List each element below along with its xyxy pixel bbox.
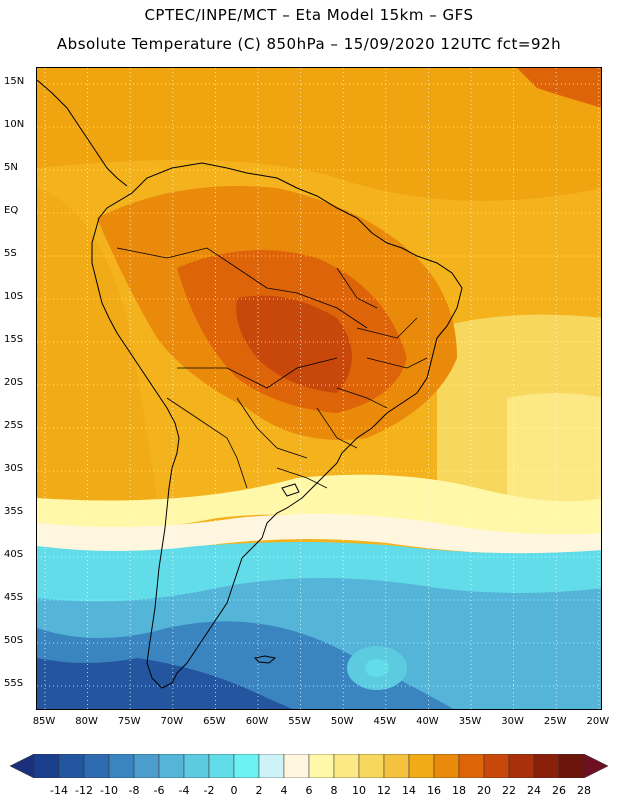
longitude-tick-label: 75W — [117, 716, 141, 727]
colorbar-tick-label: 8 — [330, 784, 338, 797]
colorbar-swatch — [233, 754, 260, 778]
latitude-tick-label: 10N — [4, 119, 25, 130]
colorbar-swatch — [33, 754, 60, 778]
colorbar-swatch — [408, 754, 435, 778]
colorbar-tick-label: 18 — [452, 784, 466, 797]
longitude-tick-label: 80W — [75, 716, 98, 727]
longitude-tick-label: 30W — [501, 716, 524, 727]
continent-hottest-zone — [236, 295, 352, 393]
colorbar-high-arrow — [583, 754, 608, 778]
longitude-tick-label: 70W — [160, 716, 184, 727]
colorbar-tick-label: 24 — [527, 784, 541, 797]
colorbar-tick-label: 4 — [280, 784, 288, 797]
lake-outline — [281, 483, 300, 497]
central-america-outline — [37, 79, 128, 187]
colorbar-swatch — [558, 754, 585, 778]
colorbar-swatch — [483, 754, 510, 778]
colorbar-swatch — [358, 754, 385, 778]
chart-title-line-1: CPTEC/INPE/MCT – Eta Model 15km – GFS — [144, 6, 474, 24]
colorbar-swatch — [283, 754, 310, 778]
latitude-tick-label: 40S — [4, 549, 24, 560]
latitude-tick-label: 30S — [4, 463, 24, 474]
country-borders — [116, 247, 368, 489]
colorbar-tick-label: 12 — [377, 784, 391, 797]
latitude-tick-label: 15S — [4, 334, 24, 345]
longitude-tick-label: 50W — [330, 716, 354, 727]
colorbar-swatch — [133, 754, 160, 778]
colorbar-swatch — [508, 754, 535, 778]
northeast-hot-patch — [517, 68, 601, 108]
colorbar-tick-label: -4 — [178, 784, 190, 797]
latitude-tick-label: 45S — [4, 592, 24, 603]
colorbar-tick-label: 14 — [402, 784, 416, 797]
longitude-tick-label: 40W — [416, 716, 439, 727]
coldest-core-zone — [37, 658, 293, 709]
colorbar-swatch — [383, 754, 410, 778]
latitude-tick-label: EQ — [4, 205, 19, 216]
colorbar-tick-label: -12 — [75, 784, 93, 797]
longitude-tick-label: 20W — [586, 716, 610, 727]
colorbar-swatch — [308, 754, 335, 778]
colorbar-tick-label: 6 — [305, 784, 313, 797]
longitude-tick-label: 35W — [458, 716, 482, 727]
colorbar-swatch — [258, 754, 285, 778]
temperature-map — [37, 68, 601, 709]
falkland-islands — [253, 655, 277, 664]
colorbar-swatch — [458, 754, 485, 778]
color-scale-bar — [10, 754, 608, 778]
latitude-tick-label: 35S — [4, 506, 24, 517]
transition-band — [37, 474, 601, 542]
latitude-tick-label: 55S — [4, 678, 24, 689]
colorbar-tick-label: 16 — [427, 784, 441, 797]
colorbar-tick-label: -14 — [50, 784, 68, 797]
pacific-warm-zone — [37, 188, 157, 508]
colorbar-swatch — [108, 754, 135, 778]
colorbar-tick-label: -6 — [153, 784, 165, 797]
colorbar-swatch — [183, 754, 210, 778]
colorbar-swatch — [208, 754, 235, 778]
colorbar-swatch — [83, 754, 110, 778]
latitude-tick-label: 5S — [4, 248, 17, 259]
colorbar-tick-label: 2 — [255, 784, 263, 797]
colorbar-tick-label: 22 — [502, 784, 516, 797]
colorbar-tick-label: -2 — [203, 784, 215, 797]
latitude-tick-label: 20S — [4, 377, 24, 388]
colorbar-low-arrow — [10, 754, 35, 778]
latitude-tick-label: 50S — [4, 635, 24, 646]
latitude-tick-label: 25S — [4, 420, 24, 431]
colorbar-swatch — [333, 754, 360, 778]
latitude-tick-label: 15N — [4, 76, 25, 87]
longitude-tick-label: 85W — [32, 716, 56, 727]
map-frame — [36, 67, 602, 710]
colorbar-swatch — [58, 754, 85, 778]
neutral-band — [37, 514, 601, 555]
longitude-tick-label: 60W — [245, 716, 269, 727]
south-america-outline — [91, 162, 463, 689]
longitude-tick-label: 45W — [373, 716, 397, 727]
colorbar-tick-label: 20 — [477, 784, 491, 797]
colorbar-tick-label: 26 — [552, 784, 566, 797]
colorbar-swatch — [158, 754, 185, 778]
colorbar-tick-label: -8 — [128, 784, 140, 797]
chart-title-line-2: Absolute Temperature (C) 850hPa – 15/09/… — [56, 35, 562, 53]
longitude-tick-label: 65W — [203, 716, 226, 727]
longitude-tick-label: 25W — [543, 716, 567, 727]
latitude-tick-label: 10S — [4, 291, 24, 302]
latitude-tick-label: 5N — [4, 162, 18, 173]
brazil-state-borders — [316, 267, 428, 449]
colorbar-tick-label: 0 — [230, 784, 238, 797]
colorbar-tick-label: 28 — [577, 784, 591, 797]
colorbar-tick-label: -10 — [100, 784, 118, 797]
colorbar-swatch — [533, 754, 560, 778]
colorbar-tick-label: 10 — [352, 784, 366, 797]
north-warm-zone — [37, 68, 601, 201]
cyclone-center — [365, 659, 389, 677]
colorbar-swatch — [433, 754, 460, 778]
longitude-tick-label: 55W — [288, 716, 311, 727]
